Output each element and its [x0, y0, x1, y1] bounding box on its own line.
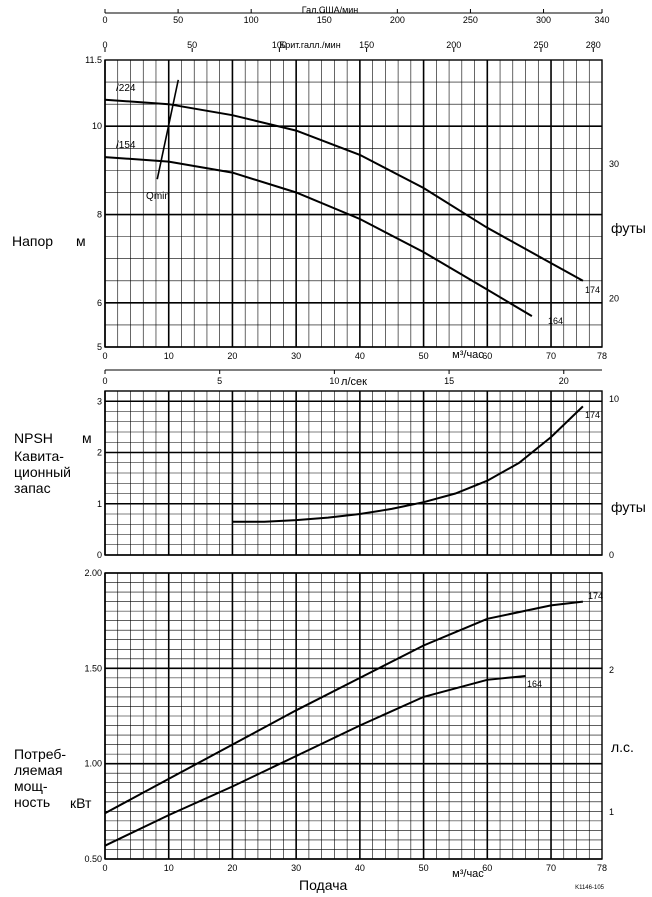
us-gal-tick-label: 340 — [594, 15, 609, 25]
brit-gal-tick-label: 200 — [446, 40, 461, 50]
head-curve-line — [104, 156, 533, 317]
brit-gal-tick-label: 250 — [533, 40, 548, 50]
power-y2-tick-label: 2 — [609, 665, 614, 675]
npsh-description: Кавита- ционный запас — [14, 448, 71, 496]
x-tick-label: 60 — [482, 863, 492, 873]
x-tick-label: 50 — [419, 863, 429, 873]
footnote-code: K1146-105 — [575, 885, 605, 891]
power-curve-line — [104, 600, 584, 815]
x-tick-label: 78 — [597, 351, 607, 361]
brit-gal-tick-label: 0 — [102, 40, 107, 50]
head-xlabel: м³/час — [452, 349, 484, 361]
brit-gal-tick-label: 280 — [586, 40, 601, 50]
npsh-ylabel: NPSH — [14, 430, 53, 446]
power-series-label: 174 — [588, 591, 603, 601]
power-yunit: кВт — [70, 795, 92, 811]
ls-tick-label: 0 — [102, 376, 107, 386]
y-tick-label: 0.50 — [84, 854, 102, 864]
npsh-y2-tick-label: 10 — [609, 394, 619, 404]
x-tick-label: 30 — [291, 863, 301, 873]
npsh-series-label: 174 — [585, 410, 600, 420]
us-gal-axis-label: Гал.США/мин — [302, 5, 359, 15]
y-tick-label: 11.5 — [85, 55, 102, 65]
power-bottom-label: Подача — [299, 877, 348, 893]
npsh-curve-line — [232, 405, 584, 523]
power-ylabel: Потреб- ляемая мощ- ность — [14, 746, 67, 810]
head-frame — [104, 59, 603, 348]
x-tick-label: 0 — [102, 351, 107, 361]
head-yunit: м — [76, 233, 86, 249]
ls-axis-label: л/сек — [341, 376, 367, 388]
head-series-top-label: /154 — [116, 140, 136, 151]
power-frame — [104, 572, 603, 860]
ls-tick-label: 10 — [329, 376, 339, 386]
us-gal-tick-label: 0 — [102, 15, 107, 25]
y-tick-label: 8 — [97, 210, 102, 220]
ls-tick-label: 20 — [559, 376, 569, 386]
power-curve-line — [104, 675, 526, 847]
head-y2-tick-label: 20 — [609, 294, 619, 304]
us-gal-tick-label: 300 — [536, 15, 551, 25]
y-tick-label: 0 — [97, 550, 102, 560]
y-tick-label: 2 — [97, 448, 102, 458]
y-tick-label: 1 — [97, 499, 102, 509]
x-tick-label: 70 — [546, 863, 556, 873]
power-y2unit: л.с. — [611, 739, 634, 755]
y-tick-label: 5 — [97, 342, 102, 352]
x-tick-label: 20 — [227, 863, 237, 873]
us-gal-tick-label: 200 — [390, 15, 405, 25]
npsh-yunit: м — [82, 430, 92, 446]
x-tick-label: 40 — [355, 351, 365, 361]
y-tick-label: 2.00 — [84, 568, 102, 578]
x-tick-label: 20 — [227, 351, 237, 361]
qmin-annotation: Qmin — [146, 191, 170, 202]
y-tick-label: 1.50 — [84, 663, 102, 673]
us-gal-tick-label: 50 — [173, 15, 183, 25]
ls-tick-label: 5 — [217, 376, 222, 386]
brit-gal-axis-label: Брит.галл./мин — [279, 40, 340, 50]
head-curve-line — [104, 98, 584, 282]
head-ylabel: Напор — [12, 233, 54, 249]
head-y2unit: футы — [611, 220, 646, 236]
head-series-top-label: /224 — [116, 83, 136, 94]
us-gal-tick-label: 250 — [463, 15, 478, 25]
x-tick-label: 78 — [597, 863, 607, 873]
power-series-label: 164 — [527, 679, 542, 689]
y-tick-label: 1.00 — [84, 759, 102, 769]
ls-tick-label: 15 — [444, 376, 454, 386]
y-tick-label: 6 — [97, 298, 102, 308]
x-tick-label: 0 — [102, 863, 107, 873]
head-y2-tick-label: 30 — [609, 159, 619, 169]
x-tick-label: 70 — [546, 351, 556, 361]
x-tick-label: 50 — [419, 351, 429, 361]
us-gal-tick-label: 150 — [317, 15, 332, 25]
y-tick-label: 10 — [92, 121, 102, 131]
x-tick-label: 40 — [355, 863, 365, 873]
brit-gal-tick-label: 150 — [359, 40, 374, 50]
x-tick-label: 10 — [164, 863, 174, 873]
qmin-line — [156, 79, 180, 180]
x-tick-label: 10 — [164, 351, 174, 361]
power-xlabel: м³/час — [452, 868, 484, 880]
npsh-frame — [104, 390, 603, 556]
x-tick-label: 60 — [482, 351, 492, 361]
brit-gal-tick-label: 100 — [272, 40, 287, 50]
brit-gal-tick-label: 50 — [187, 40, 197, 50]
power-y2-tick-label: 1 — [609, 807, 614, 817]
us-gal-tick-label: 100 — [244, 15, 259, 25]
npsh-y2-tick-label: 0 — [609, 550, 614, 560]
y-tick-label: 3 — [97, 396, 102, 406]
head-series-label: 164 — [548, 316, 563, 326]
npsh-y2unit: футы — [611, 499, 646, 515]
x-tick-label: 30 — [291, 351, 301, 361]
head-series-label: 174 — [585, 285, 600, 295]
